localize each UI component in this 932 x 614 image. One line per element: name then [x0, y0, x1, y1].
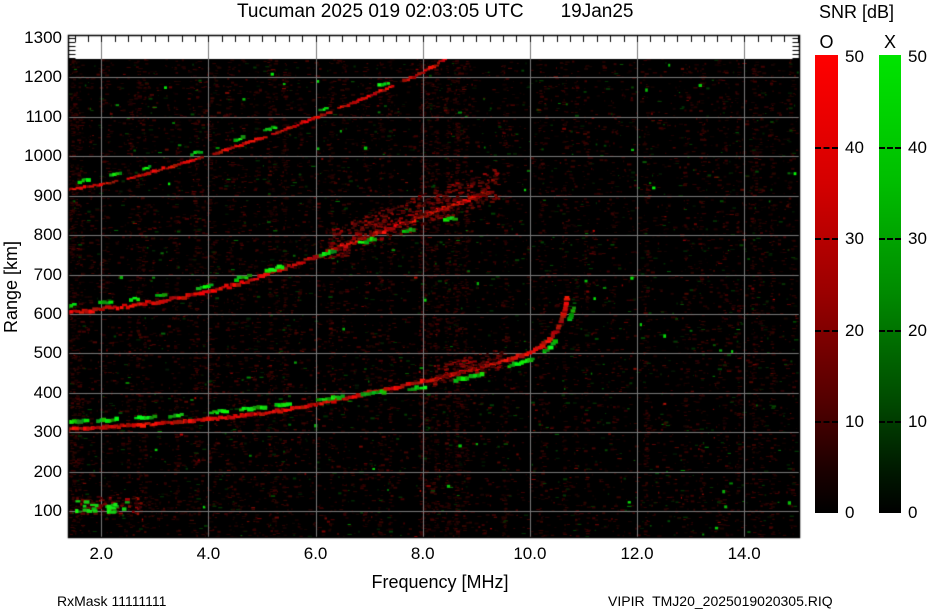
colorbar-tick-dash [815, 238, 838, 241]
colorbar-tick-dash [879, 421, 901, 424]
x-tick-label: 10.0 [513, 544, 547, 563]
y-tick-label: 300 [33, 422, 62, 442]
y-tick-label: 1300 [24, 28, 62, 47]
y-tick-label: 800 [33, 225, 62, 245]
colorbar-tick-label: 10 [845, 411, 864, 431]
colorbar-o-mode-label: O [819, 32, 834, 52]
y-tick-label: 100 [33, 501, 62, 520]
footer-filename: VIPIR TMJ20_2025019020305.RIQ [608, 593, 833, 609]
x-tick-label: 14.0 [727, 544, 761, 563]
x-tick-label: 8.0 [410, 544, 435, 563]
colorbar-x-gradient [879, 55, 901, 513]
x-axis-title: Frequency [MHz] [371, 572, 509, 592]
colorbar-title: SNR [dB] [819, 2, 895, 22]
y-tick-label: 900 [33, 185, 62, 205]
colorbar-x-mode-label: X [883, 32, 896, 52]
colorbar-tick-dash [879, 146, 901, 149]
y-tick-label: 700 [33, 264, 62, 284]
colorbar-tick-label: 50 [908, 47, 927, 66]
colorbar-o-gradient [815, 55, 838, 513]
y-tick-label: 1000 [24, 146, 62, 166]
y-tick-label: 1200 [24, 67, 62, 87]
colorbar-tick-dash [879, 329, 901, 332]
footer-rxmask: RxMask 11111111 [57, 593, 167, 609]
colorbar-tick-label: 10 [908, 411, 927, 431]
colorbar-tick-label: 40 [908, 138, 927, 158]
colorbar-tick-label: 0 [845, 503, 855, 522]
colorbar-tick-dash [879, 238, 901, 241]
colorbar-tick-label: 40 [845, 138, 864, 158]
colorbar-tick-dash [815, 329, 838, 332]
colorbar-tick-dash [815, 146, 838, 149]
x-tick-label: 6.0 [303, 544, 328, 563]
y-tick-label: 200 [33, 461, 62, 481]
colorbar-tick-label: 30 [908, 229, 927, 249]
title-date: 19Jan25 [560, 1, 634, 22]
y-tick-label: 500 [33, 343, 62, 363]
colorbar-tick-label: 30 [845, 229, 864, 249]
colorbar-tick-label: 50 [845, 47, 864, 66]
colorbar-tick-dash [815, 421, 838, 424]
y-tick-label: 1100 [25, 106, 62, 126]
x-tick-label: 2.0 [89, 544, 114, 563]
y-tick-label: 600 [33, 303, 62, 323]
plot-title: Tucuman 2025 019 02:03:05 UTC 19Jan25 [237, 1, 634, 23]
colorbar-tick-label: 20 [908, 320, 927, 340]
x-tick-label: 4.0 [196, 544, 221, 563]
x-tick-label: 12.0 [620, 544, 654, 563]
colorbar-tick-label: 0 [908, 503, 918, 522]
title-station-time: Tucuman 2025 019 02:03:05 UTC [237, 1, 524, 22]
y-tick-label: 400 [33, 382, 62, 402]
colorbar-tick-label: 20 [845, 320, 864, 340]
